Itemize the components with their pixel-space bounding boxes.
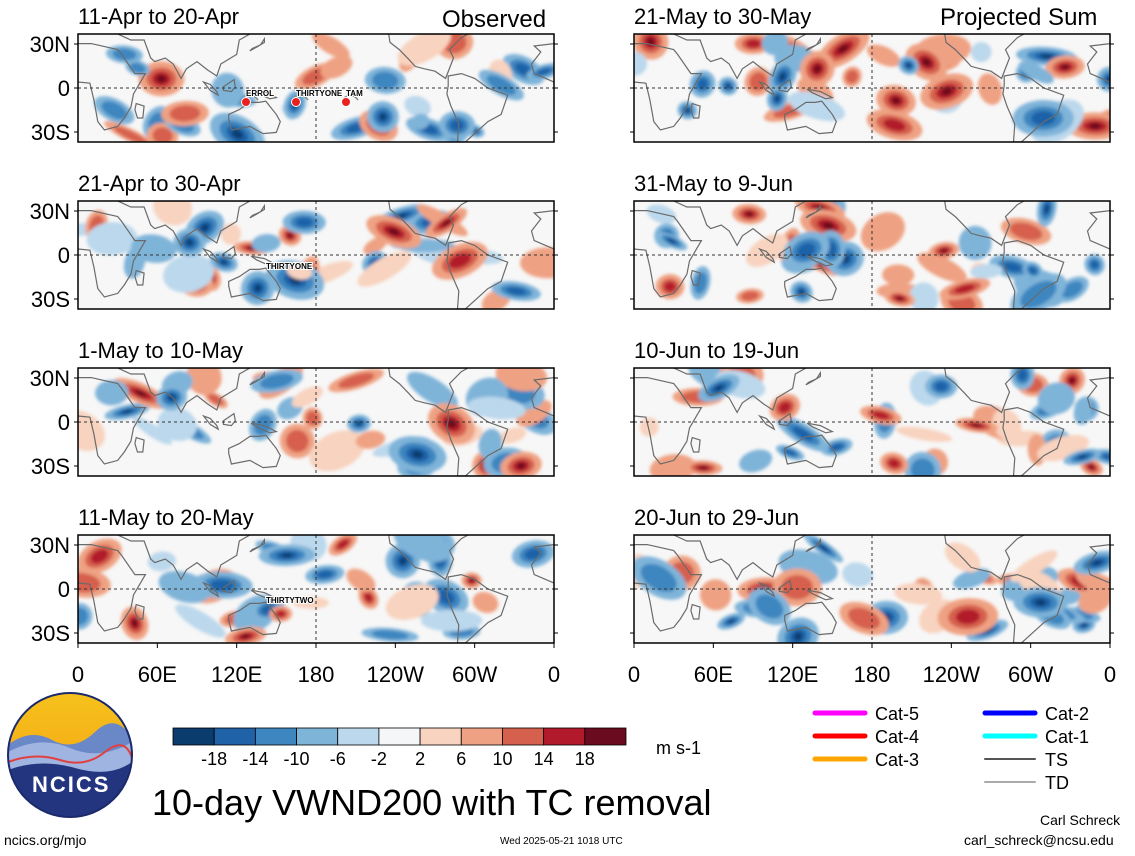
colorbar-tick-label: -2: [371, 749, 387, 769]
y-tick-label: 30N: [30, 199, 70, 224]
author-email: carl_schreck@ncsu.edu: [964, 832, 1114, 848]
source-url: ncics.org/mjo: [4, 832, 87, 848]
x-tick-label: 60W: [1008, 662, 1053, 687]
x-tick-label: 0: [548, 662, 560, 687]
colorbar-tick-label: 18: [575, 749, 595, 769]
x-tick-label: 120E: [211, 662, 262, 687]
x-tick-label: 60E: [694, 662, 733, 687]
x-tick-label: 120W: [923, 662, 981, 687]
storm-label: THIRTYONE: [296, 89, 343, 98]
colorbar-tick-label: -14: [242, 749, 268, 769]
logo-text: NCICS: [32, 772, 111, 797]
storm-track: TAM: [341, 88, 364, 107]
panel-title: 21-May to 30-May: [634, 4, 811, 29]
storm-label: THIRTYONE: [266, 262, 313, 271]
y-tick-label: 0: [58, 76, 70, 101]
legend-label: TS: [1045, 750, 1068, 770]
colorbar-tick-label: 10: [492, 749, 512, 769]
panel-title: 20-Jun to 29-Jun: [634, 505, 799, 530]
colorbar-tick-label: 2: [415, 749, 425, 769]
panel: 21-May to 30-May: [630, 4, 1114, 143]
y-tick-label: 30N: [30, 533, 70, 558]
colorbar-swatch: [378, 727, 421, 746]
colorbar-swatch: [460, 727, 503, 746]
figure-title: 10-day VWND200 with TC removal: [152, 782, 712, 823]
x-tick-label: 180: [854, 662, 891, 687]
panel: 20-Jun to 29-Jun: [630, 505, 1114, 644]
storm-track: THIRTYONE: [265, 261, 314, 272]
panel-title: 21-Apr to 30-Apr: [78, 171, 241, 196]
colorbar-swatch: [584, 727, 627, 746]
y-tick-label: 30S: [31, 454, 70, 479]
panel: THIRTYONE 21-Apr to 30-Apr 30N 0 30S: [30, 171, 558, 312]
x-tick-label: 0: [1104, 662, 1116, 687]
y-tick-label: 0: [58, 243, 70, 268]
x-tick-label: 120W: [367, 662, 425, 687]
y-tick-label: 30N: [30, 366, 70, 391]
y-tick-label: 0: [58, 577, 70, 602]
colorbar-tick-label: 14: [534, 749, 554, 769]
colorbar-tick-label: -10: [284, 749, 310, 769]
panel: THIRTYTWO 11-May to 20-May 30N 0 30S: [30, 505, 558, 646]
x-tick-label: 0: [72, 662, 84, 687]
x-tick-label: 0: [628, 662, 640, 687]
y-tick-label: 30S: [31, 621, 70, 646]
legend-label: Cat-2: [1045, 704, 1089, 724]
colorbar-tick-label: 6: [456, 749, 466, 769]
x-tick-label: 180: [298, 662, 335, 687]
colorbar-swatch: [502, 727, 545, 746]
timestamp: Wed 2025-05-21 1018 UTC: [500, 836, 623, 847]
panel: 10-Jun to 19-Jun: [630, 338, 1114, 477]
panel-title: 31-May to 9-Jun: [634, 171, 793, 196]
colorbar-swatch: [337, 727, 380, 746]
colorbar-tick-label: -6: [330, 749, 346, 769]
colorbar-swatch: [296, 727, 339, 746]
y-tick-label: 30S: [31, 287, 70, 312]
colorbar-tick-label: -18: [201, 749, 227, 769]
x-tick-label: 120E: [767, 662, 818, 687]
colorbar-swatch: [213, 727, 256, 746]
colorbar-swatch: [172, 727, 215, 746]
colorbar-swatch: [543, 727, 586, 746]
author-name: Carl Schreck: [1040, 812, 1121, 828]
storm-track: ERROL: [241, 88, 275, 107]
panel-title: 10-Jun to 19-Jun: [634, 338, 799, 363]
x-tick-label: 60E: [138, 662, 177, 687]
legend-label: TD: [1045, 773, 1069, 793]
panel: 31-May to 9-Jun: [630, 171, 1114, 310]
colorbar-swatch: [254, 727, 297, 746]
x-tick-label: 60W: [452, 662, 497, 687]
panel: ERROL THIRTYONE TAM 11-Apr to 20-Apr 30N 0 30S: [30, 4, 558, 145]
projected-label: Projected Sum: [940, 4, 1098, 31]
panel-title: 1-May to 10-May: [78, 338, 243, 363]
legend-label: Cat-5: [875, 704, 919, 724]
panel-title: 11-Apr to 20-Apr: [78, 4, 239, 29]
panel: 1-May to 10-May 30N 0 30S: [30, 338, 558, 479]
storm-label: ERROL: [246, 89, 274, 98]
storm-label: TAM: [346, 89, 363, 98]
storm-track: THIRTYTWO: [265, 595, 315, 606]
observed-label: Observed: [442, 6, 547, 33]
legend-label: Cat-1: [1045, 727, 1089, 747]
storm-track: THIRTYONE: [291, 88, 344, 107]
legend-label: Cat-3: [875, 750, 919, 770]
units-label: m s-1: [656, 738, 701, 758]
y-tick-label: 0: [58, 410, 70, 435]
y-tick-label: 30N: [30, 32, 70, 57]
ncics-logo: [7, 692, 133, 818]
legend-label: Cat-4: [875, 727, 919, 747]
panel-title: 11-May to 20-May: [78, 505, 254, 530]
y-tick-label: 30S: [31, 120, 70, 145]
colorbar-swatch: [419, 727, 462, 746]
storm-label: THIRTYTWO: [266, 596, 314, 605]
